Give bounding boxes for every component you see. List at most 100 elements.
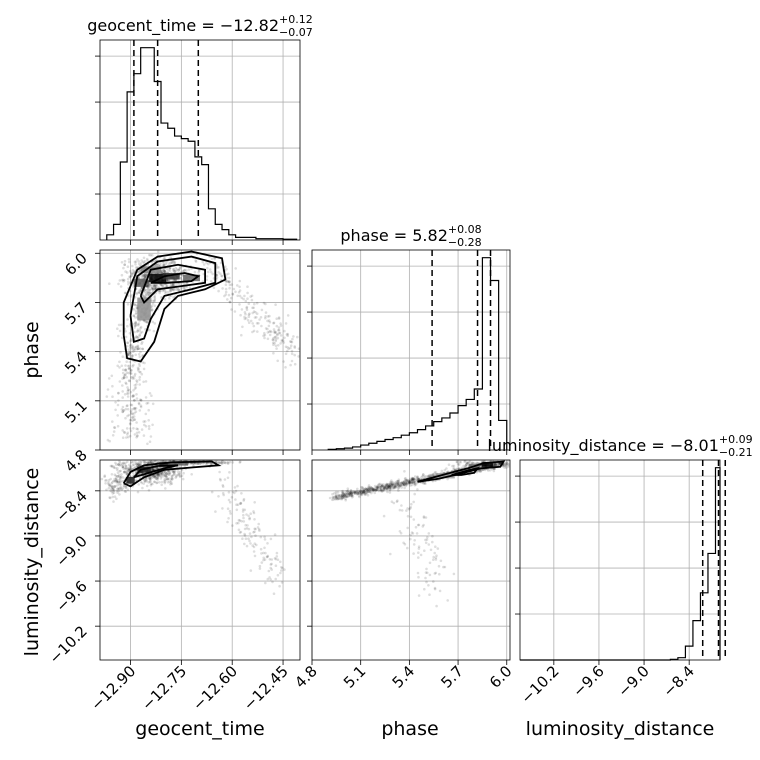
ticks — [95, 55, 284, 245]
x-axis-label-geocent-time: geocent_time — [135, 718, 264, 740]
sample-point — [134, 410, 138, 414]
sample-point — [386, 486, 390, 490]
sample-point — [143, 288, 147, 292]
sample-point — [167, 269, 170, 272]
sample-point — [338, 494, 342, 497]
sample-point — [412, 478, 415, 482]
sample-point — [118, 460, 121, 463]
sample-point — [148, 328, 151, 332]
sample-point — [238, 294, 242, 298]
sample-point — [129, 418, 133, 422]
sample-point — [247, 313, 251, 317]
sample-point — [402, 482, 406, 486]
sample-point — [217, 461, 221, 465]
sample-point — [227, 280, 231, 284]
sample-point — [148, 460, 151, 464]
sample-point — [145, 461, 149, 464]
sample-point — [370, 487, 374, 491]
sample-point — [140, 330, 144, 334]
sample-point — [163, 478, 166, 481]
sample-point — [429, 473, 433, 477]
density-block — [183, 274, 200, 282]
sample-point — [346, 489, 349, 493]
sample-point — [116, 467, 119, 470]
sample-point — [165, 472, 168, 476]
sample-point — [157, 263, 160, 267]
sample-point — [127, 258, 131, 261]
sample-point — [217, 495, 220, 498]
sample-point — [111, 495, 114, 499]
sample-point — [172, 284, 175, 287]
sample-point — [416, 475, 419, 478]
sample-point — [169, 482, 172, 486]
sample-point — [385, 484, 388, 487]
sample-point — [178, 266, 182, 270]
sample-point — [144, 275, 147, 278]
sample-point — [116, 463, 120, 466]
sample-point — [131, 416, 135, 419]
sample-point — [122, 266, 125, 270]
sample-point — [346, 495, 349, 499]
density-contour — [417, 460, 506, 483]
sample-point — [334, 494, 338, 498]
axes-frame — [99, 459, 301, 661]
sample-point — [443, 565, 447, 569]
sample-point — [376, 488, 379, 491]
sample-point — [264, 316, 267, 320]
sample-point — [279, 571, 282, 575]
sample-point — [111, 420, 114, 423]
sample-point — [169, 481, 173, 484]
sample-point — [397, 482, 400, 485]
sample-point — [137, 271, 140, 274]
sample-point — [131, 395, 135, 398]
sample-point — [276, 333, 279, 337]
sample-point — [350, 493, 354, 497]
sample-point — [137, 402, 141, 406]
sample-point — [369, 486, 373, 489]
sample-point — [221, 484, 225, 487]
sample-point — [393, 484, 397, 488]
sample-point — [111, 395, 114, 399]
sample-point — [237, 291, 241, 294]
sample-point — [348, 492, 352, 496]
sample-point — [157, 474, 161, 477]
sample-point — [398, 485, 401, 489]
y-tick-label: 5.1 — [61, 397, 91, 427]
sample-point — [239, 501, 243, 505]
sample-point — [235, 522, 238, 525]
sample-point — [223, 294, 226, 298]
sample-point — [134, 266, 138, 269]
sample-point — [129, 429, 133, 433]
sample-point — [127, 469, 130, 472]
sample-point — [238, 461, 242, 464]
sample-point — [277, 317, 281, 320]
sample-point — [149, 459, 153, 463]
sample-point — [110, 486, 114, 489]
sample-point — [230, 308, 233, 311]
sample-point — [147, 291, 150, 295]
sample-point — [217, 266, 220, 269]
sample-point — [111, 492, 115, 495]
sample-point — [376, 484, 380, 487]
sample-point — [130, 274, 133, 278]
sample-point — [144, 272, 147, 276]
sample-point — [159, 264, 162, 267]
sample-point — [368, 490, 372, 494]
sample-point — [388, 484, 391, 488]
sample-point — [124, 381, 127, 385]
sample-point — [127, 353, 131, 356]
sample-point — [390, 485, 394, 488]
sample-point — [172, 282, 175, 286]
sample-point — [147, 461, 151, 465]
sample-point — [159, 296, 163, 299]
sample-point — [176, 470, 180, 474]
density-contour — [122, 250, 227, 363]
sample-point — [143, 459, 146, 463]
sample-point — [388, 486, 392, 490]
sample-point — [413, 492, 417, 496]
sample-point — [375, 485, 378, 489]
sample-point — [117, 480, 121, 484]
sample-point — [201, 462, 205, 465]
sample-point — [253, 302, 256, 306]
sample-point — [138, 334, 141, 338]
